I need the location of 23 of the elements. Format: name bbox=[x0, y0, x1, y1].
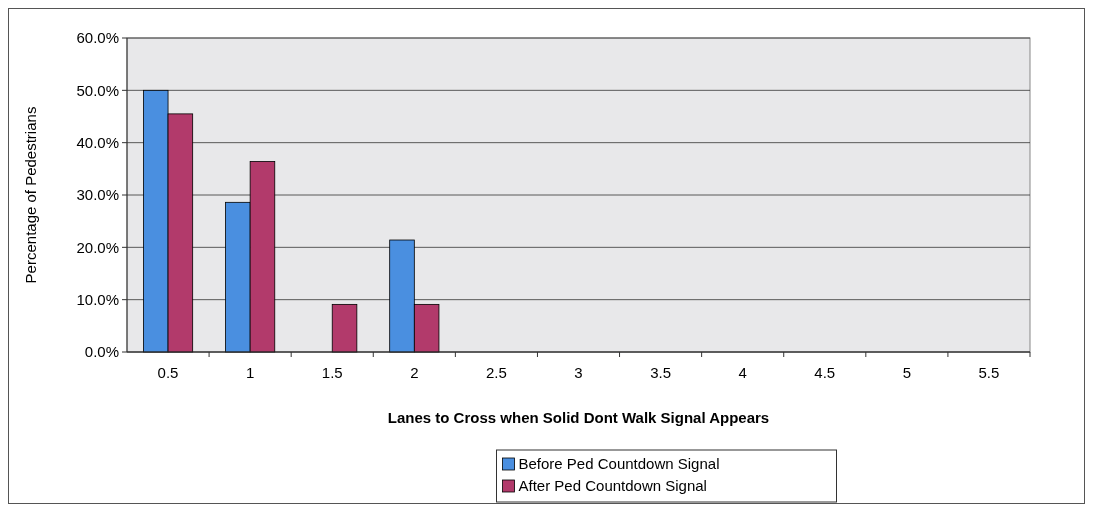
x-tick-label: 1.5 bbox=[321, 364, 343, 381]
x-tick-label: 2 bbox=[410, 364, 419, 381]
y-tick-label: 40.0% bbox=[76, 133, 119, 151]
y-tick-label: 60.0% bbox=[76, 29, 119, 47]
x-tick-label: 5.5 bbox=[978, 364, 1000, 381]
bar bbox=[331, 303, 358, 353]
y-tick-label: 20.0% bbox=[76, 238, 119, 256]
x-tick-label: 0.5 bbox=[157, 364, 179, 381]
x-axis-title: Lanes to Cross when Solid Dont Walk Signal Appears bbox=[387, 409, 770, 426]
y-tick-label: 0.0% bbox=[84, 343, 119, 361]
y-tick-label: 50.0% bbox=[76, 81, 119, 99]
y-axis-title: Percentage of Pedestrians bbox=[22, 106, 39, 284]
x-tick-label: 2.5 bbox=[485, 364, 507, 381]
legend-label: Before Ped Countdown Signal bbox=[518, 455, 720, 473]
x-tick-label: 4.5 bbox=[814, 364, 836, 381]
x-tick-label: 5 bbox=[902, 364, 912, 381]
y-tick-label: 30.0% bbox=[76, 186, 119, 204]
x-tick-label: 3 bbox=[574, 364, 583, 381]
x-tick-label: 1 bbox=[245, 364, 255, 381]
legend-label: After Ped Countdown Signal bbox=[518, 477, 707, 495]
x-tick-label: 3.5 bbox=[650, 364, 672, 381]
y-tick-label: 10.0% bbox=[76, 290, 119, 308]
x-tick-label: 4 bbox=[738, 364, 747, 381]
